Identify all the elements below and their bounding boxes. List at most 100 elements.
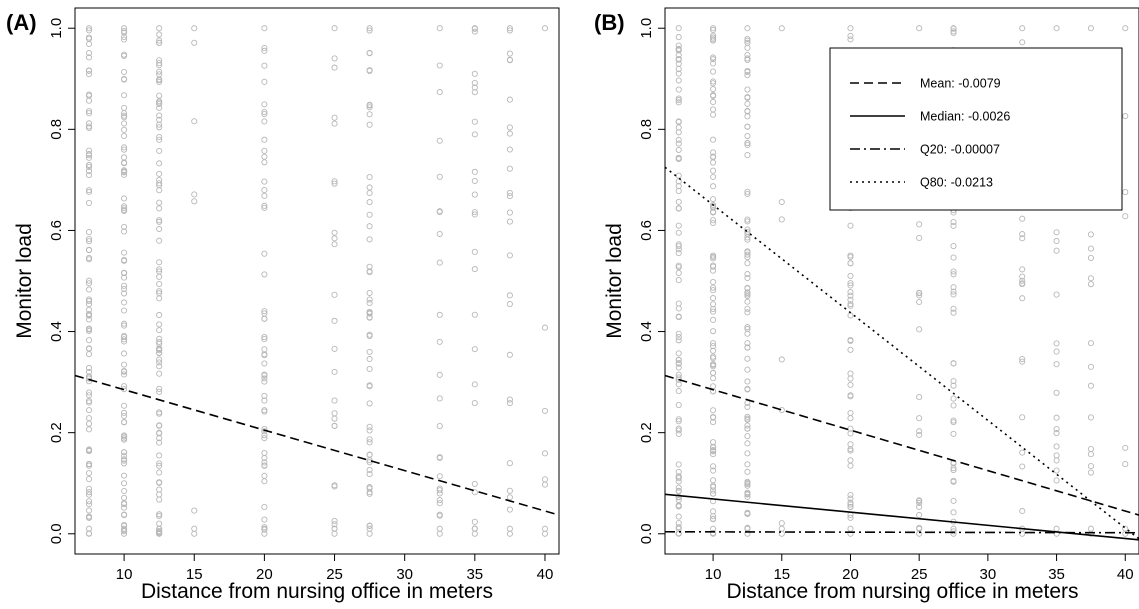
data-point — [121, 472, 128, 479]
data-point — [744, 216, 751, 223]
data-point — [156, 345, 163, 352]
data-point — [366, 309, 373, 316]
data-point — [916, 511, 923, 519]
data-point — [121, 171, 128, 178]
data-point — [675, 198, 682, 205]
data-point — [156, 280, 163, 288]
data-point — [1019, 281, 1026, 288]
data-point — [156, 388, 163, 395]
data-point — [366, 184, 373, 191]
data-point — [710, 284, 717, 291]
data-point — [847, 282, 854, 289]
data-point — [710, 136, 717, 143]
data-point — [471, 346, 478, 353]
data-point — [778, 216, 785, 223]
data-point — [156, 435, 163, 442]
data-point — [331, 410, 338, 417]
data-point — [156, 31, 163, 38]
data-point — [156, 136, 163, 143]
data-point — [950, 467, 957, 474]
x-tick-label: 35 — [1048, 566, 1065, 583]
data-point — [710, 60, 717, 67]
data-point — [261, 378, 268, 385]
data-point — [675, 146, 682, 153]
data-point — [950, 219, 957, 226]
data-point — [710, 183, 717, 190]
data-point — [121, 203, 128, 210]
data-point — [366, 289, 373, 297]
data-point — [847, 25, 854, 32]
data-point — [1122, 25, 1129, 32]
data-point — [744, 325, 751, 333]
data-point — [261, 516, 268, 523]
data-point — [156, 385, 163, 392]
data-point — [675, 95, 682, 102]
data-point — [156, 311, 163, 319]
data-point — [916, 289, 923, 296]
data-point — [675, 513, 682, 520]
data-point — [744, 403, 751, 410]
data-point — [1053, 443, 1060, 450]
data-point — [156, 134, 163, 141]
data-point — [675, 461, 682, 468]
data-point — [121, 460, 128, 467]
data-point — [121, 36, 128, 43]
data-point — [156, 57, 163, 64]
data-point — [675, 250, 682, 257]
data-point — [471, 480, 478, 487]
data-point — [85, 150, 93, 158]
data-point — [744, 340, 751, 347]
x-tick-label: 15 — [186, 566, 203, 583]
data-point — [916, 428, 923, 435]
data-point — [744, 344, 751, 351]
data-point — [1122, 444, 1129, 451]
x-tick-label: 10 — [705, 566, 722, 583]
data-point — [744, 218, 751, 225]
data-point — [710, 217, 717, 224]
data-point — [471, 168, 478, 175]
data-point — [121, 270, 128, 277]
data-point — [847, 393, 854, 400]
data-point — [331, 345, 338, 352]
data-point — [85, 306, 93, 313]
data-point — [847, 272, 854, 279]
data-point — [710, 287, 717, 294]
data-point — [261, 315, 268, 322]
data-point — [331, 114, 338, 121]
data-point — [85, 168, 93, 175]
data-point — [1087, 245, 1094, 252]
data-point — [710, 447, 717, 454]
data-point — [121, 383, 128, 390]
data-point — [916, 431, 923, 438]
data-point — [121, 494, 128, 501]
data-point — [950, 378, 957, 385]
data-point — [710, 487, 717, 494]
data-point — [261, 308, 268, 315]
data-point — [710, 305, 717, 313]
data-point — [156, 462, 163, 469]
x-axis-title: Distance from nursing office in meters — [141, 580, 493, 603]
data-point — [156, 180, 163, 187]
data-point — [1087, 414, 1094, 421]
data-point — [710, 167, 717, 174]
data-point — [744, 113, 751, 120]
data-point — [1053, 291, 1060, 298]
data-point — [675, 264, 682, 271]
data-point — [710, 363, 717, 370]
data-point — [506, 124, 513, 131]
x-tick-label: 40 — [537, 566, 554, 583]
data-point — [156, 370, 163, 377]
data-point — [710, 92, 717, 100]
data-point — [191, 507, 198, 514]
data-point — [121, 299, 128, 306]
data-point — [950, 288, 957, 295]
data-point — [121, 68, 128, 75]
data-point — [471, 131, 478, 138]
x-tick-label: 25 — [326, 566, 343, 583]
data-point — [1087, 281, 1094, 288]
legend-entry: Median: -0.0026 — [920, 110, 1010, 124]
data-point — [1019, 235, 1026, 242]
data-point — [436, 89, 443, 96]
data-point — [85, 392, 93, 399]
data-point — [121, 51, 128, 58]
